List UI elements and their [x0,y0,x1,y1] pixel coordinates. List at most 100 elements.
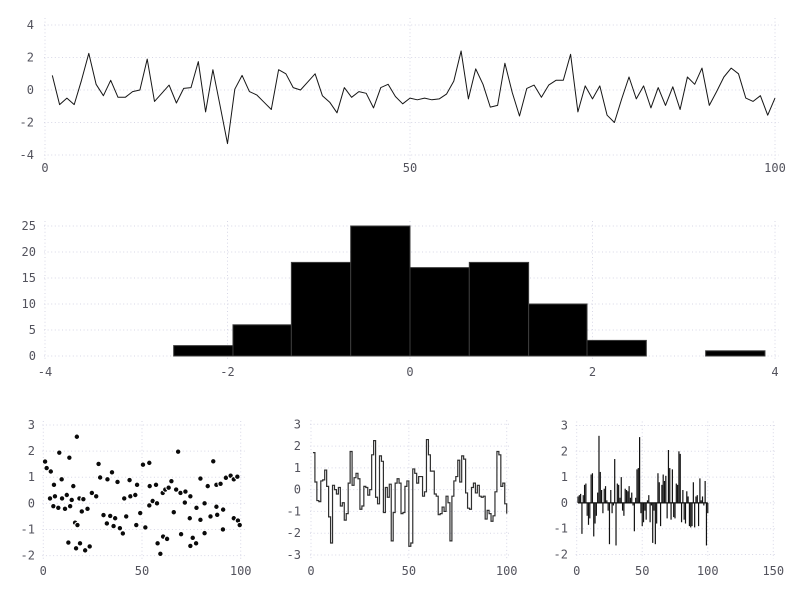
scatter-point [81,547,89,554]
scatter-point [146,459,153,467]
scatter-point [146,502,153,509]
histogram-bar [468,261,530,357]
x-tick-label: 150 [762,564,784,578]
scatter-point [177,530,185,538]
y-tick-label: -3 [287,548,301,562]
y-tick-label: 1 [561,470,568,484]
scatter-point [104,476,111,483]
scatter-point [219,506,227,513]
scatter-point [58,476,65,483]
y-tick-label: 3 [294,417,301,431]
histogram-bar [528,303,588,357]
scatter-point [236,521,243,529]
scatter-point [50,481,58,489]
scatter-point [197,475,204,482]
scatter-point [219,526,227,533]
scatter-point [182,488,189,495]
y-tick-label: -1 [287,504,301,518]
scatter-point [126,476,133,484]
y-tick-label: 1 [294,461,301,475]
scatter-point [111,515,119,522]
scatter-point [110,522,117,530]
y-tick-label: -2 [20,116,34,130]
scatter-point [181,499,189,506]
y-tick-label: 0 [28,496,35,510]
x-tick-label: 50 [402,564,416,578]
scatter-point [41,458,49,465]
x-tick-label: 100 [496,564,518,578]
y-tick-label: 10 [22,297,36,311]
scatter-point [68,496,75,504]
subplot-top-line: 4 2 0 -2 -4 0 50 100 [20,18,786,175]
y-tick-label: 0 [27,83,34,97]
scatter-point [170,509,177,516]
scatter-point [217,480,224,487]
scatter-point [119,530,127,537]
scatter-point [121,495,128,502]
scatter-point [58,495,66,502]
scatter-point [66,503,74,510]
scatter-point [153,500,161,507]
scatter-point [86,543,93,550]
scatter-point [207,513,214,520]
scatter-point [157,550,164,557]
scatter-point [204,482,211,490]
histogram-bar [705,350,766,357]
scatter-point [80,495,87,503]
histogram-bar [350,225,411,357]
y-tick-label: 5 [29,323,36,337]
scatter-point [63,491,70,499]
y-tick-label: 2 [294,439,301,453]
subplot-stem: 3 2 1 0 -1 -2 0 50 100 150 [554,419,785,579]
x-tick-label: 50 [403,161,417,175]
y-tick-label: 0 [294,483,301,497]
scatter-point [174,448,182,455]
y-tick-label: 2 [561,444,568,458]
scatter-point [96,474,104,481]
scatter-point [146,482,153,490]
scatter-point [66,454,73,461]
y-tick-label: 0 [29,349,36,363]
scatter-point [116,524,124,532]
scatter-point [163,535,171,543]
scatter-point [192,540,200,547]
scatter-point [172,486,180,493]
x-tick-label: 0 [40,564,47,578]
scatter-point [168,477,175,485]
x-tick-label: 4 [771,365,778,379]
scatter-point [201,529,208,537]
scatter-point [47,468,55,475]
y-tick-label: -1 [554,522,568,536]
scatter-point [61,505,69,513]
scatter-point [88,489,96,497]
scatter-point [234,473,241,480]
scatter-point [43,464,50,472]
scatter-point [114,478,121,486]
scatter-point [55,504,62,512]
y-tick-label: -2 [287,526,301,540]
scatter-point [100,511,107,519]
scatter-point [108,469,116,476]
scatter-point [70,482,77,490]
scatter-point [139,461,147,468]
scatter-point [123,513,130,520]
scatter-point [103,520,111,527]
x-tick-label: 0 [573,564,580,578]
scatter-point [193,504,200,512]
scatter-point [95,460,102,468]
scatter-point [189,534,196,542]
scatter-point [142,524,149,531]
scatter-point [197,516,204,524]
y-tick-label: 2 [28,444,35,458]
scatter-point [72,545,80,552]
y-tick-label: 2 [27,51,34,65]
scatter-point [65,539,72,546]
y-tick-label: 3 [561,419,568,433]
scatter-point [93,493,100,500]
x-tick-label: -2 [220,365,234,379]
scatter-point [107,512,114,520]
scatter-point [186,515,193,522]
subplot-scatter: 3 2 1 0 -1 -2 0 50 100 [21,418,252,578]
